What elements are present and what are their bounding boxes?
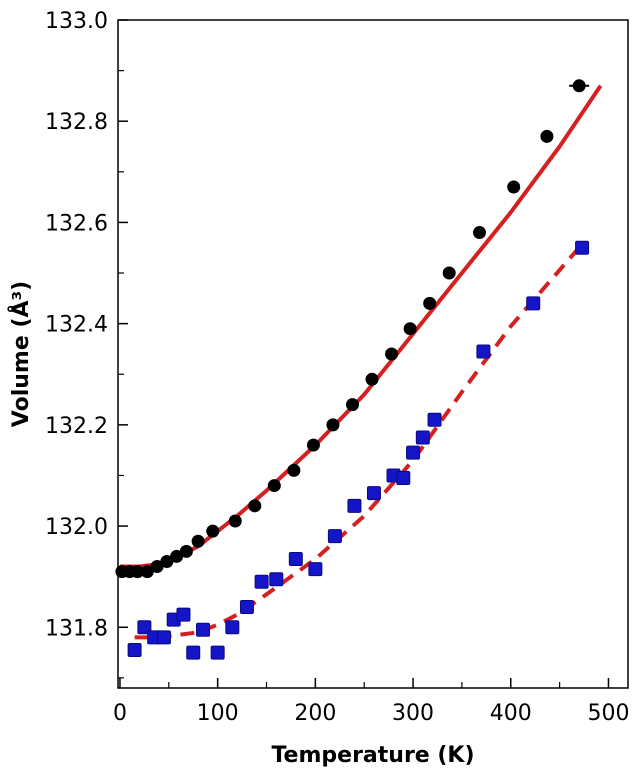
data-markers <box>115 79 590 660</box>
data-point-square <box>347 498 362 513</box>
data-point-circle <box>206 524 220 538</box>
data-point-square <box>239 600 254 615</box>
x-tick-label: 500 <box>587 701 629 726</box>
data-point-square <box>476 344 491 359</box>
y-tick-label: 133.0 <box>45 9 108 34</box>
data-point-circle <box>140 565 154 579</box>
data-point-square <box>254 574 269 589</box>
data-point-circle <box>326 418 340 432</box>
x-tick-label: 0 <box>113 701 127 726</box>
plot-frame <box>117 19 629 689</box>
data-point-square <box>415 430 430 445</box>
data-point-square <box>137 620 152 635</box>
data-point-square <box>406 445 421 460</box>
y-tick-label: 132.8 <box>45 110 108 135</box>
data-point-circle <box>287 463 301 477</box>
data-point-square <box>210 645 225 660</box>
data-point-circle <box>403 322 417 336</box>
fit-curves <box>120 84 603 640</box>
data-point-square <box>176 607 191 622</box>
data-point-circle <box>345 398 359 412</box>
data-point-circle <box>160 554 174 568</box>
data-point-circle <box>248 499 262 513</box>
data-point-circle <box>150 560 164 574</box>
plot-area-border <box>117 19 629 689</box>
data-point-circle <box>365 372 379 386</box>
y-tick-label: 132.2 <box>45 414 108 439</box>
data-point-circle <box>228 514 242 528</box>
x-tick-label: 200 <box>294 701 336 726</box>
data-point-square <box>156 630 171 645</box>
data-point-circle <box>267 479 281 493</box>
y-tick-label: 132.4 <box>45 313 108 338</box>
data-point-square <box>526 296 541 311</box>
data-point-square <box>396 470 411 485</box>
data-point-circle <box>442 266 456 280</box>
x-axis-title: Temperature (K) <box>271 743 474 768</box>
data-point-square <box>308 562 323 577</box>
data-point-square <box>288 551 303 566</box>
y-tick-label: 132.0 <box>45 515 108 540</box>
x-axis-ticks: 0 100 200 300 400 500 <box>113 678 629 726</box>
y-tick-label: 132.6 <box>45 211 108 236</box>
data-point-square <box>327 529 342 544</box>
fit-curve-dashed <box>134 246 581 640</box>
data-point-square <box>127 643 142 658</box>
data-point-square <box>196 622 210 637</box>
data-point-square <box>366 486 381 501</box>
x-tick-label: 100 <box>197 701 239 726</box>
data-point-circle <box>385 347 399 361</box>
data-point-square <box>225 620 240 635</box>
y-axis-ticks: 131.8 132.0 132.2 132.4 132.6 132.8 133.0 <box>45 9 128 679</box>
data-point-circle <box>472 226 486 240</box>
data-point-circle <box>540 129 554 143</box>
data-point-circle <box>191 534 205 548</box>
data-point-circle <box>423 296 437 310</box>
data-point-square <box>186 645 201 660</box>
data-point-circle <box>507 180 521 194</box>
x-tick-label: 400 <box>490 701 532 726</box>
data-point-circle <box>306 438 320 452</box>
y-tick-label: 131.8 <box>45 616 108 641</box>
y-axis-title: Volume (Å³) <box>8 281 34 427</box>
data-point-circle <box>170 549 184 563</box>
data-point-circle <box>179 544 193 558</box>
x-tick-label: 300 <box>392 701 434 726</box>
fit-curve-solid <box>120 84 603 569</box>
data-point-circle <box>131 565 145 579</box>
data-point-square <box>575 240 590 255</box>
data-point-square <box>269 572 284 587</box>
data-point-square <box>427 412 442 427</box>
